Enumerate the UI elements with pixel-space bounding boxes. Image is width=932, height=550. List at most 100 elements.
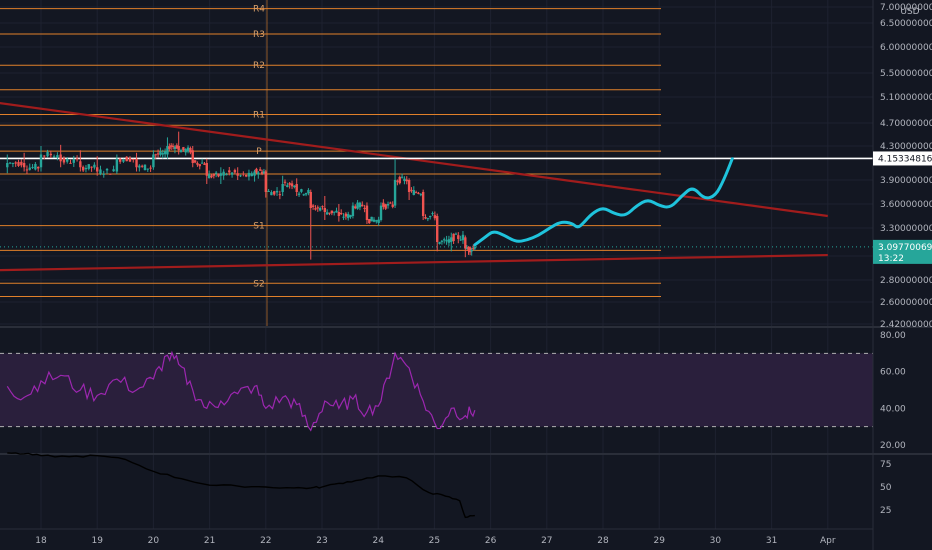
- candle-body: [384, 204, 387, 209]
- price-tick-label: 5.10000000: [880, 93, 932, 103]
- candle-body: [250, 173, 253, 177]
- price-pane[interactable]: R4 R3 R2 R1 P S1 S2: [0, 0, 873, 326]
- time-tick-label: 19: [91, 536, 103, 546]
- candle-body: [465, 248, 469, 250]
- time-tick-label: 21: [204, 536, 215, 546]
- candle-body: [436, 216, 439, 242]
- candle-body: [207, 174, 211, 179]
- candle-body: [398, 176, 401, 184]
- candle-body: [143, 164, 147, 171]
- time-tick-label: 31: [766, 536, 777, 546]
- oscillator-line: [7, 452, 475, 519]
- candle-body: [354, 206, 357, 209]
- pivot-label: R4: [253, 5, 265, 15]
- price-tick-label: 6.50000000: [880, 19, 932, 29]
- oscillator-pane[interactable]: 75 50 25: [7, 452, 892, 519]
- time-tick-label: 25: [429, 536, 440, 546]
- candle-body: [283, 181, 287, 183]
- candle-body: [332, 211, 336, 213]
- candle-body: [393, 180, 397, 206]
- candle-body: [275, 190, 279, 193]
- candle-body: [214, 172, 218, 174]
- candle-body: [340, 213, 343, 215]
- candle-body: [255, 168, 258, 173]
- candle-body: [325, 212, 329, 215]
- candle-body: [468, 247, 472, 253]
- candle-body: [445, 240, 448, 242]
- candle-body: [365, 205, 369, 220]
- candle-body: [177, 146, 180, 151]
- candle-body: [304, 193, 308, 195]
- candle-body: [405, 179, 408, 182]
- candle-body: [138, 165, 141, 168]
- candle-body: [270, 192, 273, 196]
- trendline-lower[interactable]: [0, 253, 828, 272]
- candle-body: [260, 171, 264, 174]
- candle-body: [307, 189, 310, 194]
- candle-body: [467, 246, 470, 252]
- candle-body: [258, 169, 262, 171]
- candle-body: [43, 155, 46, 157]
- candle-body: [161, 153, 164, 155]
- candle-body: [472, 248, 475, 250]
- candle-body: [219, 173, 223, 176]
- candle-body: [443, 239, 446, 241]
- candle-body: [403, 178, 406, 181]
- candle-body: [203, 163, 206, 165]
- candle-body: [36, 166, 40, 169]
- candle-body: [99, 169, 102, 175]
- resistance-price-badge: [873, 151, 932, 166]
- time-tick-label: 30: [710, 536, 722, 546]
- candle-body: [31, 166, 34, 168]
- pivot-label: S2: [253, 279, 264, 289]
- candle-body: [154, 154, 157, 156]
- candle-body: [358, 202, 362, 208]
- candle-body: [125, 156, 128, 162]
- rsi-pane[interactable]: 80.00 60.00 40.00 20.00: [0, 331, 906, 451]
- candle-body: [431, 213, 434, 215]
- candle-body: [122, 159, 125, 162]
- price-tick-label: 3.30000000: [880, 224, 932, 234]
- trendline-upper[interactable]: [0, 92, 828, 218]
- candle-body: [49, 153, 53, 156]
- candle-body: [62, 158, 66, 163]
- forecast-path[interactable]: [473, 157, 734, 247]
- candle-body: [179, 150, 183, 153]
- osc-tick-label: 75: [880, 460, 891, 470]
- pivot-label: P: [256, 147, 262, 157]
- candle-body: [189, 148, 192, 153]
- candle-body: [293, 185, 296, 188]
- candle-body: [361, 204, 364, 207]
- candle-body: [257, 172, 260, 175]
- forecast-path-drawing[interactable]: [473, 157, 734, 247]
- candle-body: [391, 204, 394, 207]
- trendlines[interactable]: [0, 92, 828, 272]
- candle-body: [309, 192, 312, 208]
- time-tick-label: 24: [372, 536, 384, 546]
- candle-body: [146, 168, 149, 170]
- candle-body: [59, 154, 62, 162]
- candlestick-series: [6, 131, 477, 260]
- candle-body: [87, 164, 90, 169]
- candle-body: [102, 173, 105, 175]
- candle-body: [171, 145, 175, 147]
- price-scale[interactable]: USD 7.00000000 6.50000000 6.00000000 5.5000…: [872, 0, 932, 550]
- candle-body: [295, 184, 298, 192]
- candle-body: [421, 192, 425, 216]
- candle-body: [96, 167, 99, 172]
- time-tick-label: 23: [316, 536, 327, 546]
- candle-body: [242, 173, 245, 175]
- candle-body: [286, 185, 289, 188]
- rsi-line: [6, 350, 476, 432]
- candle-body: [233, 170, 237, 173]
- candle-body: [14, 162, 17, 164]
- resistance-line[interactable]: [0, 157, 873, 248]
- pivot-label: R1: [253, 111, 265, 121]
- last-price-text: 3.09770069: [878, 243, 932, 253]
- time-scale[interactable]: 18 19 20 21 22 23 24 25 26 27 28 29 30 31 Apr: [0, 528, 873, 546]
- candle-body: [323, 208, 327, 212]
- osc-tick-label: 50: [880, 483, 892, 493]
- pivot-label: R3: [253, 30, 265, 40]
- currency-label: USD: [900, 7, 919, 17]
